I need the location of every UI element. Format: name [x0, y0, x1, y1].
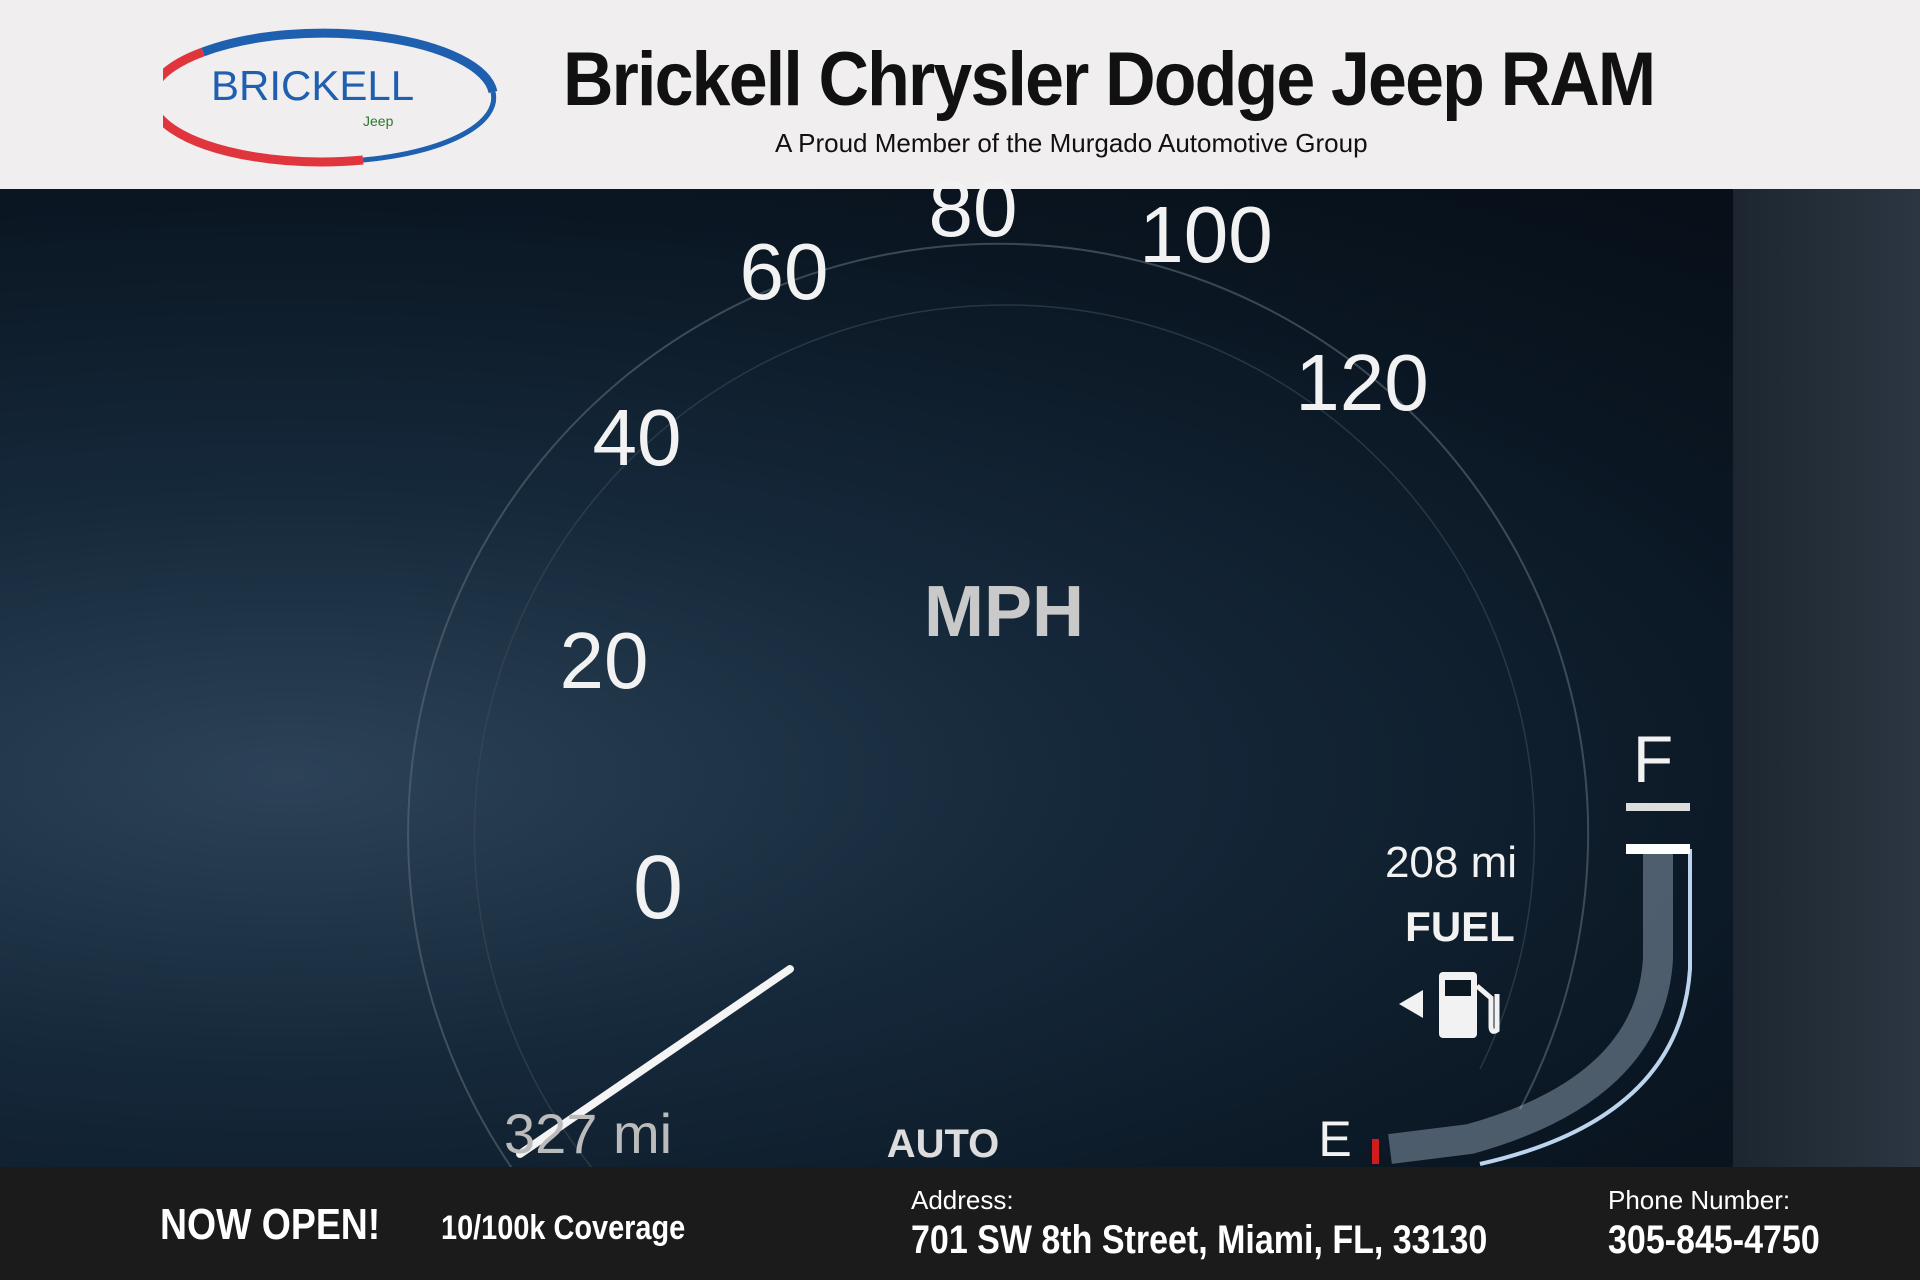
fuel-bar [1388, 849, 1673, 1164]
gauge-arc [407, 242, 1692, 1167]
logo-text: BRICKELL [211, 62, 414, 109]
trip-distance: 327 mi [503, 1102, 673, 1165]
fuel-empty-label: E [1318, 1111, 1352, 1167]
speed-label-120: 120 [1295, 338, 1429, 427]
now-open-headline: NOW OPEN! [160, 1200, 381, 1249]
address-value[interactable]: 701 SW 8th Street, Miami, FL, 33130 [911, 1218, 1488, 1262]
logo-brand-jeep: Jeep [363, 113, 394, 129]
dealer-logo[interactable]: BRICKELL Jeep [163, 22, 515, 167]
speed-label-100: 100 [1139, 190, 1273, 279]
fuel-range: 208 mi [1384, 838, 1518, 887]
drive-mode: AUTO [886, 1122, 1000, 1166]
dealer-footer: NOW OPEN! 10/100k Coverage Address: 701 … [0, 1167, 1920, 1280]
speed-unit: MPH [924, 572, 1084, 652]
speed-needle [516, 965, 794, 1158]
coverage-text: 10/100k Coverage [441, 1209, 686, 1247]
speed-label-60: 60 [739, 227, 829, 316]
speed-label-20: 20 [559, 616, 649, 705]
speed-label-40: 40 [592, 393, 682, 482]
fuel-full-marker [1626, 803, 1690, 811]
dash-bezel [1733, 189, 1920, 1167]
dealer-name: Brickell Chrysler Dodge Jeep RAM [563, 37, 1656, 122]
address-label: Address: [911, 1185, 1014, 1215]
dealer-tagline: A Proud Member of the Murgado Automotive… [775, 128, 1368, 158]
speedometer-photo: 0 20 40 60 80 100 120 MPH 208 mi FUEL F … [0, 169, 1920, 1167]
speed-label-0: 0 [632, 838, 684, 938]
fuel-full-label: F [1632, 722, 1674, 796]
dealer-header: BRICKELL Jeep Brickell Chrysler Dodge Je… [0, 0, 1920, 189]
speed-label-80: 80 [928, 164, 1018, 253]
fuel-pump-icon [1399, 972, 1500, 1038]
fuel-label: FUEL [1405, 903, 1515, 950]
phone-label: Phone Number: [1608, 1185, 1791, 1215]
fuel-empty-marker [1372, 1139, 1379, 1164]
phone-value[interactable]: 305-845-4750 [1608, 1218, 1820, 1262]
